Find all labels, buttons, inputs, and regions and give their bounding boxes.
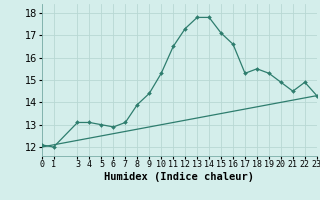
X-axis label: Humidex (Indice chaleur): Humidex (Indice chaleur)	[104, 172, 254, 182]
